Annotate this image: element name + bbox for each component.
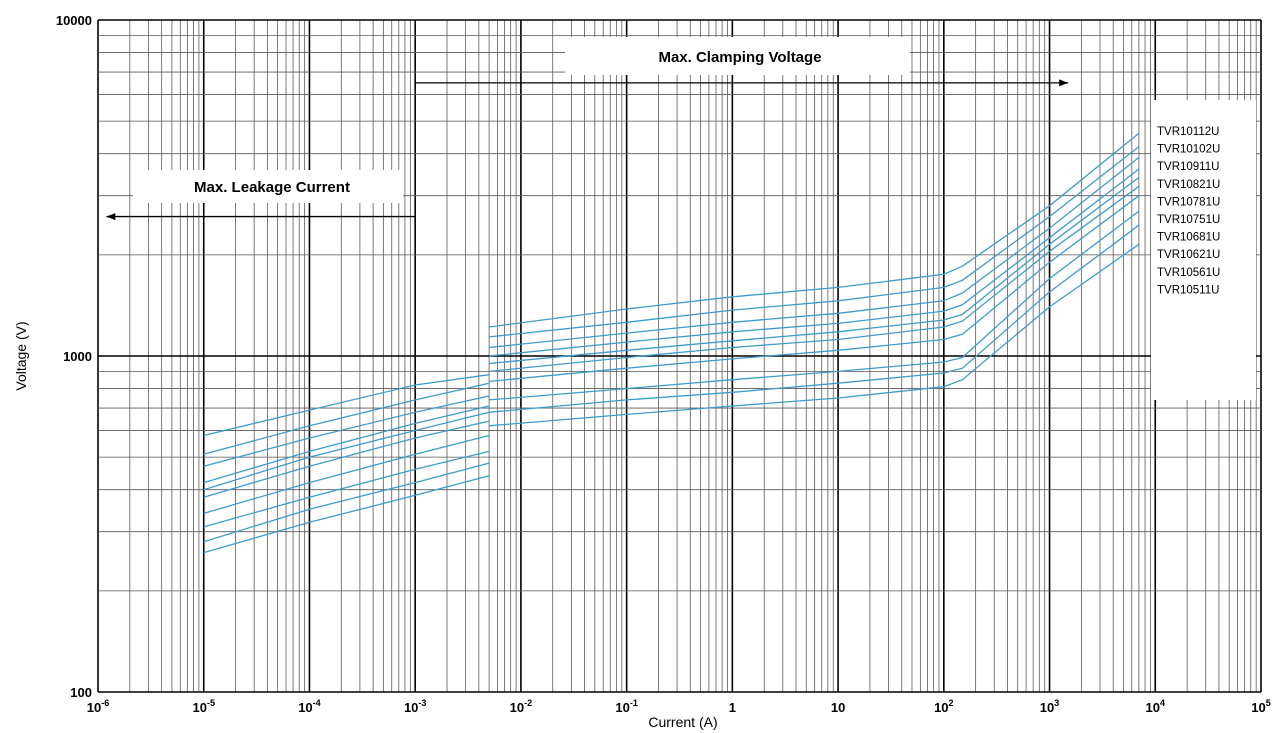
- x-tick-label: 103: [1040, 698, 1059, 715]
- y-tick-labels: 100 1000 10000: [56, 13, 92, 700]
- legend-box: [1151, 100, 1256, 400]
- y-tick-label: 1000: [63, 349, 92, 364]
- x-tick-label: 105: [1251, 698, 1270, 715]
- series-line-tvr10561u-leakage: [203, 462, 490, 543]
- leakage-note-label: Max. Leakage Current: [194, 179, 350, 196]
- grid: [97, 19, 1262, 693]
- x-tick-label: 10: [831, 700, 845, 715]
- series-line-tvr10681u-clamping: [489, 195, 1140, 383]
- series-line-tvr10911u-clamping: [489, 156, 1140, 349]
- x-tick-label: 1: [729, 700, 736, 715]
- series-line-tvr10621u-clamping: [489, 210, 1140, 401]
- legend-entry: TVR10511U: [1157, 284, 1219, 296]
- series-line-tvr10781u-leakage: [203, 411, 490, 491]
- x-tick-label: 102: [934, 698, 953, 715]
- legend-entry: TVR10112U: [1157, 126, 1219, 138]
- x-axis-label: Current (A): [648, 714, 717, 730]
- y-tick-label: 100: [70, 685, 92, 700]
- x-tick-labels: 10-6 10-5 10-4 10-3 10-2 10-1 1 10 102 103 104 105: [87, 698, 1271, 715]
- series-line-tvr10821u-leakage: [203, 405, 490, 484]
- legend: TVR10112U TVR10102U TVR10911U TVR10821U TVR1…: [1151, 100, 1256, 400]
- series-line-tvr10751u-clamping: [489, 185, 1140, 373]
- x-tick-label: 10-2: [510, 698, 532, 715]
- series-line-tvr10561u-clamping: [489, 224, 1140, 413]
- leakage-arrow-head: [106, 213, 116, 221]
- series-line-tvr10511u-clamping: [489, 243, 1140, 427]
- series-line-tvr10112u-leakage: [203, 374, 490, 437]
- series-line-tvr10911u-leakage: [203, 395, 490, 467]
- x-tick-label: 104: [1146, 698, 1165, 715]
- legend-entry: TVR10781U: [1157, 196, 1220, 208]
- leakage-note-box: [133, 170, 403, 203]
- x-tick-label: 10-5: [192, 698, 214, 715]
- y-axis-label: Voltage (V): [13, 321, 29, 390]
- series-line-tvr10781u-clamping: [489, 176, 1140, 365]
- legend-entry: TVR10102U: [1157, 144, 1220, 156]
- clamping-note-box: [565, 37, 910, 75]
- series-line-tvr10102u-leakage: [203, 382, 490, 455]
- legend-entry: TVR10681U: [1157, 232, 1220, 244]
- series-line-tvr10821u-clamping: [489, 168, 1140, 357]
- legend-entry: TVR10911U: [1157, 161, 1219, 173]
- series-line-tvr10681u-leakage: [203, 434, 490, 515]
- x-tick-label: 10-3: [404, 698, 426, 715]
- series-line-tvr10511u-leakage: [203, 475, 490, 554]
- legend-entry: TVR10821U: [1157, 179, 1220, 191]
- legend-entry: TVR10561U: [1157, 267, 1220, 279]
- clamping-note-label: Max. Clamping Voltage: [658, 49, 821, 66]
- x-tick-label: 10-1: [615, 698, 637, 715]
- legend-entry: TVR10751U: [1157, 214, 1220, 226]
- x-tick-label: 10-4: [298, 698, 320, 715]
- annotation-arrows: [106, 79, 1069, 221]
- series-lines: [203, 132, 1140, 554]
- series-line-tvr10112u-clamping: [489, 132, 1140, 328]
- legend-entry: TVR10621U: [1157, 249, 1220, 261]
- clamping-arrow-head: [1059, 79, 1069, 87]
- series-line-tvr10751u-leakage: [203, 420, 490, 498]
- x-tick-label: 10-6: [87, 698, 109, 715]
- series-line-tvr10621u-leakage: [203, 450, 490, 528]
- annotations: Max. Clamping Voltage Max. Leakage Curre…: [106, 37, 1069, 221]
- y-tick-label: 10000: [56, 13, 92, 28]
- series-line-tvr10102u-clamping: [489, 146, 1140, 338]
